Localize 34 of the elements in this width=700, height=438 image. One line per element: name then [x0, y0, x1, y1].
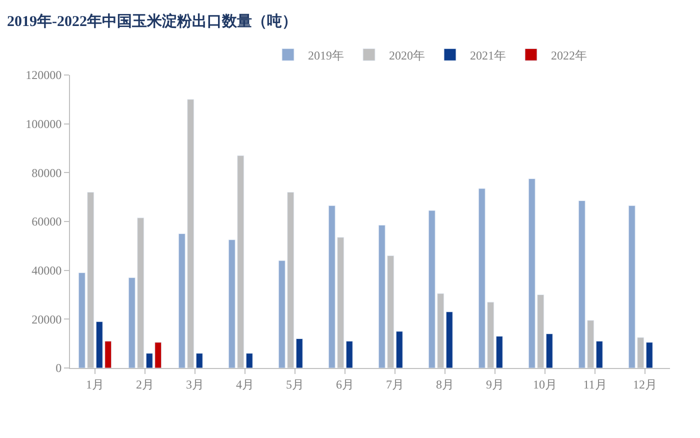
y-tick-label: 100000: [26, 117, 62, 132]
legend-label: 2022年: [551, 48, 587, 62]
x-tick-label: 5月: [286, 377, 304, 392]
x-tick-label: 7月: [386, 377, 404, 392]
legend-label: 2020年: [389, 48, 425, 62]
y-tick-label: 0: [56, 361, 62, 376]
x-tick-label: 11月: [583, 377, 607, 392]
y-tick-label: 80000: [32, 166, 62, 180]
chart-title: 2019年-2022年中国玉米淀粉出口数量（吨）: [7, 12, 297, 30]
x-tick-label: 8月: [436, 377, 454, 392]
legend-label: 2021年: [470, 48, 506, 62]
legend-label: 2019年: [308, 48, 344, 62]
x-tick-label: 9月: [486, 377, 504, 392]
y-tick-label: 120000: [26, 68, 62, 82]
bar: [646, 342, 653, 368]
y-tick-label: 40000: [32, 264, 62, 278]
x-tick-label: 2月: [136, 377, 154, 392]
bar: [246, 353, 253, 368]
bar: [446, 312, 453, 368]
bar: [346, 340, 353, 368]
x-tick-label: 3月: [186, 377, 204, 392]
y-tick-label: 20000: [32, 312, 62, 326]
bar: [496, 336, 503, 368]
y-tick-label: 60000: [32, 214, 62, 229]
bar: [296, 338, 303, 368]
bar: [196, 353, 203, 368]
x-tick-label: 10月: [533, 377, 557, 392]
x-tick-label: 4月: [236, 377, 254, 392]
x-tick-label: 6月: [336, 377, 354, 392]
bar: [546, 334, 553, 368]
bar: [396, 331, 403, 368]
bar: [596, 340, 603, 368]
x-tick-label: 12月: [633, 377, 657, 392]
x-tick-label: 1月: [86, 377, 104, 392]
